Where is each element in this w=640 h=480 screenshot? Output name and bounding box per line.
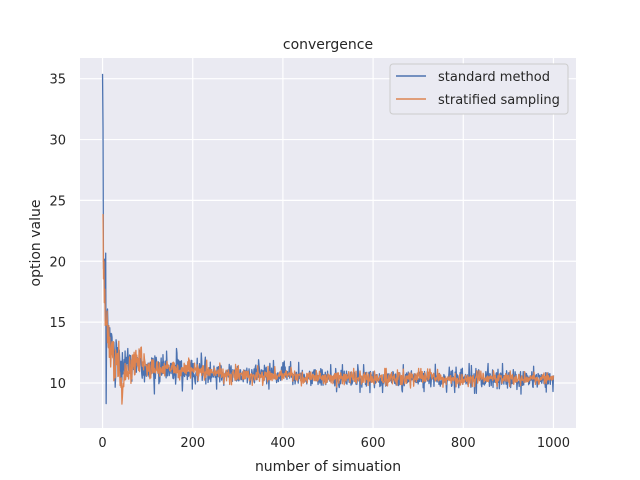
x-tick-label: 1000	[537, 436, 570, 451]
x-tick-label: 200	[180, 436, 205, 451]
y-tick-label: 25	[49, 194, 66, 209]
legend-box	[389, 63, 569, 115]
grid	[80, 58, 576, 428]
y-axis-label: option value	[28, 200, 44, 287]
legend-label-standard-method: standard method	[438, 70, 550, 85]
x-tick-label: 800	[451, 436, 476, 451]
x-tick-label: 400	[270, 436, 295, 451]
x-tick-label: 0	[98, 436, 106, 451]
y-tick-label: 20	[49, 255, 66, 270]
y-tick-label: 10	[49, 377, 66, 392]
legend: standard method stratified sampling	[389, 63, 569, 115]
series-line-stratified-sampling	[102, 213, 555, 405]
y-tick-labels: 10 15 20 25 30 35	[49, 73, 66, 392]
x-tick-labels: 0 200 400 600 800 1000	[98, 436, 570, 451]
x-tick-label: 600	[361, 436, 386, 451]
y-tick-label: 15	[49, 316, 66, 331]
chart-title: convergence	[283, 37, 373, 53]
x-axis-label: number of simuation	[255, 459, 401, 475]
legend-label-stratified-sampling: stratified sampling	[438, 93, 560, 108]
y-tick-label: 30	[49, 134, 66, 149]
series-layer	[101, 73, 555, 405]
y-tick-label: 35	[49, 73, 66, 88]
